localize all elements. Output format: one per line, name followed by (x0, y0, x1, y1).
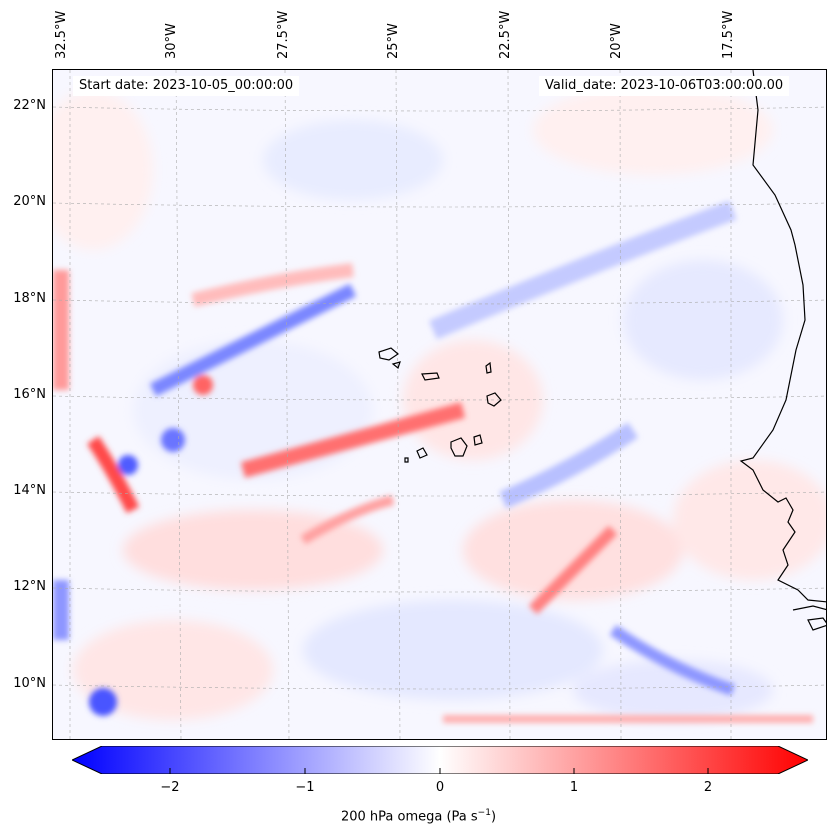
colorbar-tick-0: 0 (435, 780, 445, 795)
lat-label-20n: 20°N (13, 194, 46, 209)
omega-field-map (53, 70, 826, 739)
start-date-label: Start date: 2023-10-05_00:00:00 (73, 76, 300, 96)
lat-label-10n: 10°N (13, 676, 46, 691)
colorbar-tick-1: 1 (569, 780, 579, 795)
colorbar (72, 746, 808, 774)
lon-label-27-5w: 27.5°W (276, 10, 291, 59)
colorbar-label-end: ) (490, 809, 497, 825)
lat-label-12n: 12°N (13, 579, 46, 594)
colorbar-ticks (169, 768, 709, 774)
colorbar-tick-minus1: −1 (295, 780, 315, 795)
coastline (739, 70, 826, 631)
lon-label-22-5w: 22.5°W (498, 10, 513, 59)
map-frame[interactable] (52, 69, 827, 740)
lon-label-25w: 25°W (386, 23, 401, 59)
lon-label-20w: 20°W (609, 23, 624, 59)
colorbar-tick-minus2: −2 (160, 780, 180, 795)
colorbar-label-main: 200 hPa omega (Pa s (340, 809, 478, 825)
colorbar-label: 200 hPa omega (Pa s−1) (0, 808, 837, 824)
lat-label-14n: 14°N (13, 483, 46, 498)
colorbar-label-exponent: −1 (477, 808, 491, 818)
colorbar-tick-2: 2 (703, 780, 713, 795)
graticule (53, 70, 826, 739)
lon-label-30w: 30°W (164, 23, 179, 59)
lon-label-32-5w: 32.5°W (54, 10, 69, 59)
lon-label-17-5w: 17.5°W (721, 10, 736, 59)
valid-date-label: Valid_date: 2023-10-06T03:00:00.00 (539, 76, 790, 96)
island-outlines (378, 347, 502, 463)
omega-strong-features (53, 200, 813, 723)
lat-label-18n: 18°N (13, 291, 46, 306)
lat-label-16n: 16°N (13, 387, 46, 402)
lat-label-22n: 22°N (13, 98, 46, 113)
